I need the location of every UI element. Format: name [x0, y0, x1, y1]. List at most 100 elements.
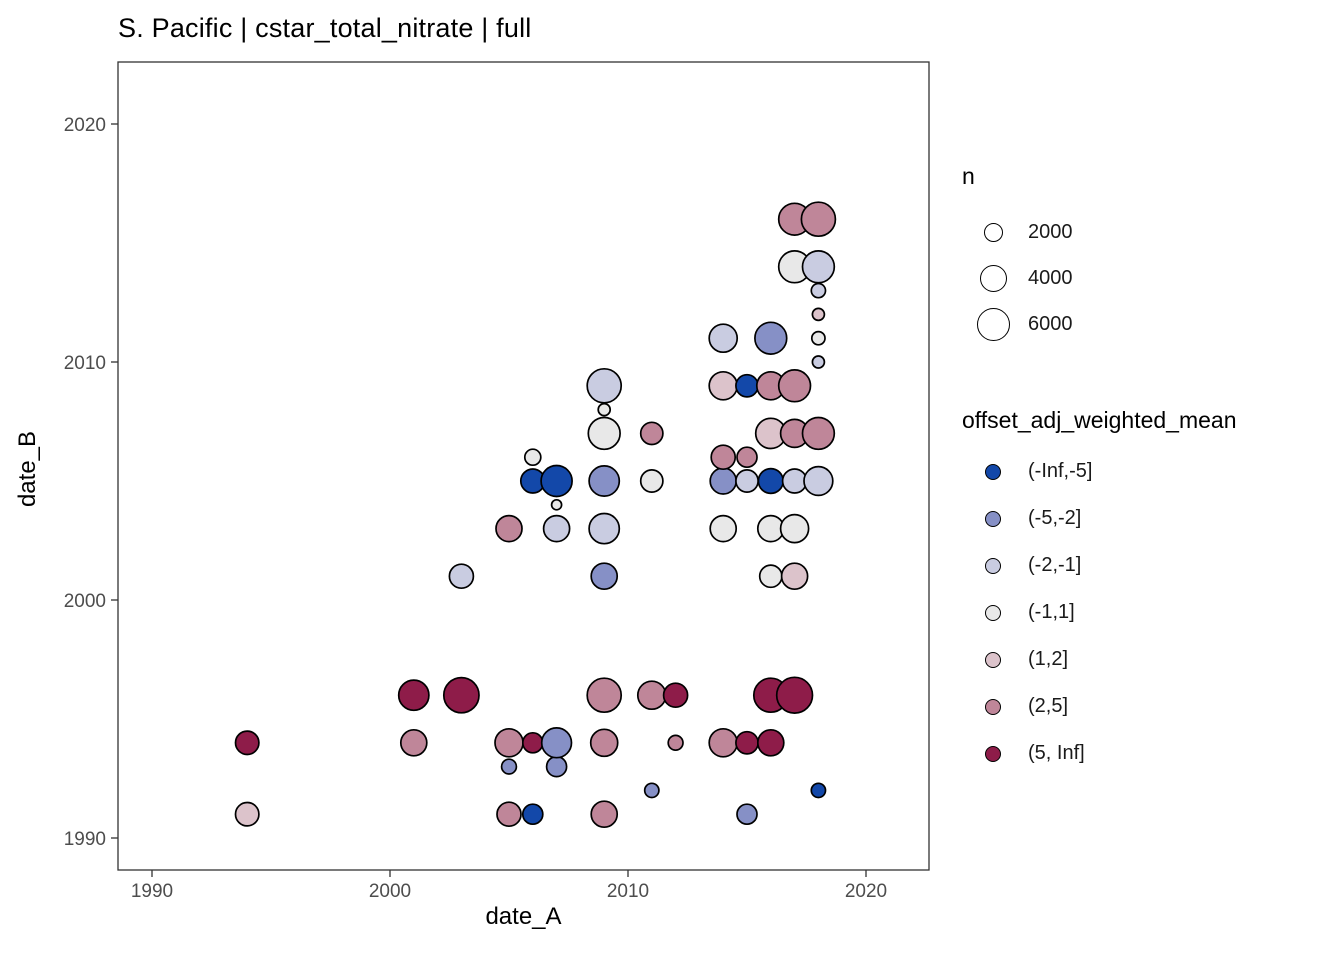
color-legend-dot-icon — [962, 604, 1024, 621]
data-point — [586, 677, 623, 714]
data-point — [708, 727, 739, 758]
data-point — [775, 676, 814, 714]
data-point — [780, 562, 809, 591]
color-legend-bin-label: (-5,-2] — [1028, 507, 1082, 529]
size-legend-entry: 2000 — [962, 209, 1073, 255]
color-legend-entry: (1,2] — [962, 636, 1237, 683]
size-legend-circle-icon — [962, 222, 1024, 242]
data-point — [811, 307, 826, 322]
data-point — [636, 680, 667, 711]
dot-icon — [985, 651, 1001, 668]
axis-ticks: 1990 2000 2010 2020 1990 2000 2010 2020 — [64, 115, 887, 902]
data-point — [709, 467, 738, 495]
x-tick-label: 1990 — [131, 881, 173, 902]
size-legend-circle-icon — [962, 307, 1024, 341]
size-legend-value: 2000 — [1028, 220, 1073, 243]
data-point — [521, 731, 544, 754]
data-point — [800, 201, 837, 238]
size-legend-value: 6000 — [1028, 312, 1073, 335]
data-point — [810, 782, 827, 799]
data-point — [540, 727, 573, 759]
circle-icon — [979, 264, 1007, 292]
data-point — [495, 514, 523, 543]
data-point — [779, 513, 810, 544]
x-tick-label: 2020 — [845, 881, 887, 902]
data-point — [708, 370, 739, 401]
x-axis-title: date_A — [485, 903, 562, 930]
data-point — [667, 734, 684, 752]
x-tick-label: 2000 — [369, 881, 411, 902]
color-legend-dot-icon — [962, 698, 1024, 715]
dot-icon — [985, 604, 1001, 621]
circle-icon — [976, 307, 1010, 341]
data-point — [587, 416, 621, 451]
size-legend-circle-icon — [962, 264, 1024, 292]
size-legend: n 2000 4000 6000 — [962, 162, 1073, 347]
data-point — [639, 469, 664, 493]
data-point — [662, 682, 689, 709]
size-legend-entry: 6000 — [962, 301, 1073, 347]
y-axis-title: date_B — [14, 430, 41, 508]
data-point — [736, 446, 758, 469]
size-legend-entries: 2000 4000 6000 — [962, 209, 1073, 347]
color-legend-dot-icon — [962, 463, 1024, 480]
data-point — [523, 448, 542, 467]
color-legend-entry: (2,5] — [962, 683, 1237, 730]
data-point — [803, 465, 834, 497]
data-point — [708, 323, 739, 354]
data-point — [754, 321, 788, 355]
color-legend-dot-icon — [962, 745, 1024, 762]
data-point — [801, 416, 836, 451]
color-legend-dot-icon — [962, 651, 1024, 668]
color-legend-entries: (-Inf,-5] (-5,-2] (-2,-1] (-1,1] (1,2] (2,5] (… — [962, 448, 1237, 777]
data-point — [590, 562, 619, 591]
data-point — [397, 679, 430, 712]
y-tick-label: 2020 — [64, 115, 106, 136]
color-legend-entry: (-Inf,-5] — [962, 448, 1237, 495]
data-point — [234, 801, 260, 827]
data-point — [545, 755, 568, 778]
x-tick-label: 2010 — [607, 881, 649, 902]
color-legend: offset_adj_weighted_mean (-Inf,-5] (-5,-2… — [962, 406, 1237, 777]
data-point — [709, 514, 738, 543]
data-point — [736, 803, 758, 826]
y-tick-label: 2010 — [64, 353, 106, 374]
color-legend-title: offset_adj_weighted_mean — [962, 407, 1237, 433]
color-legend-bin-label: (-1,1] — [1028, 601, 1075, 623]
data-point — [442, 676, 480, 714]
color-legend-bin-label: (-2,-1] — [1028, 554, 1082, 576]
data-point — [777, 369, 812, 403]
data-point — [234, 730, 260, 756]
data-point — [810, 330, 826, 346]
data-point — [811, 355, 826, 369]
data-point — [399, 728, 428, 757]
color-legend-bin-label: (-Inf,-5] — [1028, 460, 1093, 482]
data-point — [757, 467, 785, 495]
data-point — [494, 727, 524, 758]
data-point — [588, 465, 621, 497]
data-point — [735, 469, 759, 493]
color-legend-bin-label: (5, Inf] — [1028, 742, 1085, 764]
data-point — [542, 514, 571, 543]
data-point — [781, 468, 808, 494]
dot-icon — [985, 510, 1001, 527]
data-point — [590, 800, 619, 829]
data-point — [540, 464, 573, 498]
data-point — [710, 444, 737, 471]
data-point — [550, 498, 563, 511]
data-point — [756, 728, 785, 757]
y-tick-label: 2000 — [64, 591, 106, 612]
data-points — [234, 201, 837, 829]
color-legend-entry: (5, Inf] — [962, 730, 1237, 777]
color-legend-entry: (-5,-2] — [962, 495, 1237, 542]
y-tick-label: 1990 — [64, 829, 106, 850]
dot-icon — [985, 698, 1001, 715]
data-point — [643, 782, 660, 799]
data-point — [801, 250, 836, 284]
data-point — [589, 728, 619, 758]
data-point — [496, 801, 522, 828]
data-point — [500, 758, 518, 775]
dot-icon — [985, 557, 1001, 574]
